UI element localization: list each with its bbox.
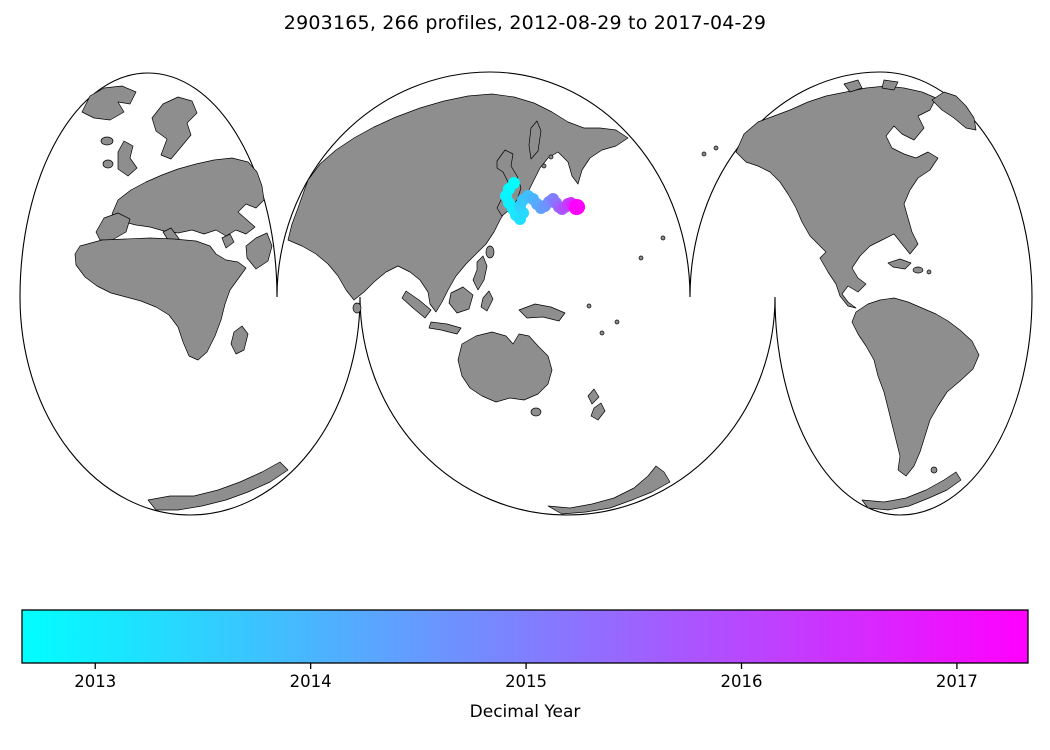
islands-philippines	[472, 255, 488, 291]
island-falkland	[930, 466, 938, 474]
island-sri-lanka	[352, 302, 362, 314]
island-java	[428, 321, 462, 335]
island-hispaniola	[912, 266, 924, 274]
continent-antarctica-left	[147, 461, 289, 511]
island-sumatra	[401, 290, 432, 319]
colorbar-ticks	[94, 663, 958, 669]
colorbar-tick-label: 2014	[289, 672, 332, 691]
map-outline	[19, 71, 1033, 516]
colorbar-tick-label: 2017	[935, 672, 978, 691]
figure-title: 2903165, 266 profiles, 2012-08-29 to 201…	[283, 12, 767, 34]
continent-australia	[457, 331, 553, 403]
continents	[74, 79, 980, 515]
island-iceland	[100, 136, 114, 146]
continent-africa	[74, 237, 247, 361]
island-taiwan	[485, 245, 495, 259]
trajectory-points	[500, 177, 585, 225]
peninsula-arabia	[245, 232, 273, 270]
colorbar-bar	[21, 609, 1029, 664]
island-puerto-rico	[926, 269, 932, 275]
island-pacific-1	[599, 330, 605, 336]
continent-greenland-right	[931, 91, 977, 131]
island-sulawesi	[480, 290, 494, 312]
island-pacific-3	[586, 303, 592, 309]
island-pacific-5	[660, 235, 666, 241]
colorbar-axis-label: Decimal Year	[469, 702, 581, 722]
colorbar-tick-label: 2016	[720, 672, 763, 691]
continent-europe	[111, 157, 265, 237]
peninsula-greece	[221, 233, 235, 249]
continent-greenland-left	[81, 85, 137, 121]
islands-arctic-1	[843, 79, 863, 93]
island-new-zealand-south	[590, 402, 606, 421]
continent-scandinavia	[151, 96, 198, 160]
island-madagascar	[230, 325, 249, 355]
island-pacific-2	[614, 319, 620, 325]
continent-antarctica-middle	[547, 465, 671, 515]
island-sakhalin	[528, 120, 542, 160]
island-ireland	[102, 159, 114, 169]
colorbar-tick-label: 2015	[505, 672, 548, 691]
island-aleutian-1	[701, 151, 707, 157]
continent-antarctica-right	[861, 471, 962, 511]
island-aleutian-2	[713, 145, 719, 151]
continent-north-america	[735, 85, 939, 309]
island-new-zealand-north	[587, 388, 600, 405]
island-new-guinea	[518, 303, 566, 322]
continent-south-america	[851, 297, 980, 477]
island-britain	[117, 140, 138, 177]
island-kuril-2	[548, 154, 554, 160]
profile-point	[569, 199, 585, 215]
island-pacific-4	[638, 255, 644, 261]
island-cuba	[887, 258, 912, 270]
island-tasmania	[530, 407, 542, 417]
island-kuril-1	[541, 163, 547, 169]
island-borneo	[448, 286, 474, 314]
colorbar-tick-label: 2013	[74, 672, 117, 691]
islands-arctic-2	[881, 79, 899, 91]
